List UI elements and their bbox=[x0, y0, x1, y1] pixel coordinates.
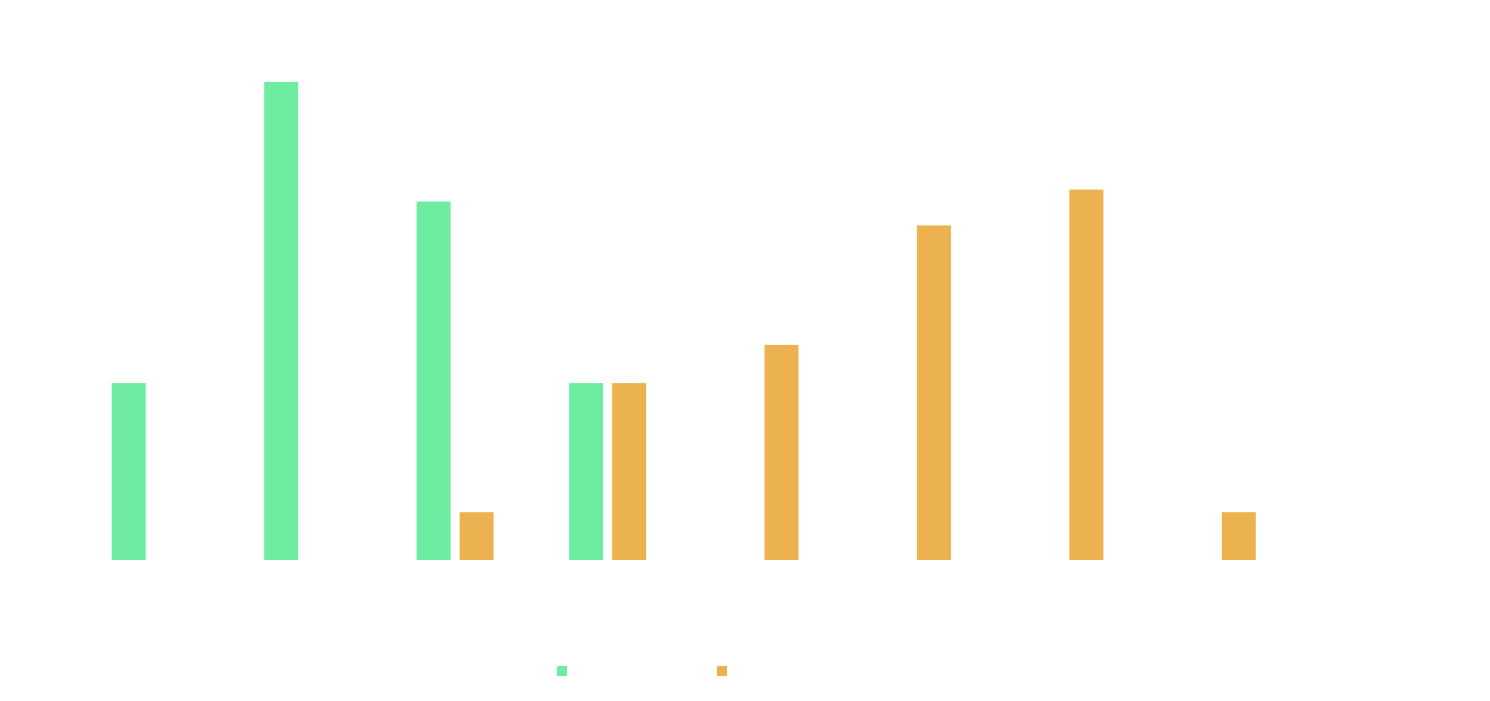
bar-series-2-category-8 bbox=[1221, 512, 1256, 560]
bar-series-1-category-1 bbox=[111, 383, 146, 560]
bar-series-2-category-6 bbox=[916, 225, 951, 560]
legend bbox=[557, 666, 727, 676]
bar-series-1-category-4 bbox=[569, 383, 604, 560]
legend-item-1[interactable] bbox=[557, 666, 567, 676]
bar-series-2-category-4 bbox=[612, 383, 647, 560]
legend-swatch bbox=[557, 666, 567, 676]
bars-layer bbox=[111, 82, 1256, 560]
bar-series-1-category-3 bbox=[416, 201, 451, 560]
bar-series-2-category-5 bbox=[764, 344, 799, 560]
bar-series-2-category-7 bbox=[1069, 189, 1104, 560]
legend-item-2[interactable] bbox=[717, 666, 727, 676]
bar-series-2-category-3 bbox=[459, 512, 494, 560]
legend-swatch bbox=[717, 666, 727, 676]
bar-series-1-category-2 bbox=[264, 82, 299, 560]
